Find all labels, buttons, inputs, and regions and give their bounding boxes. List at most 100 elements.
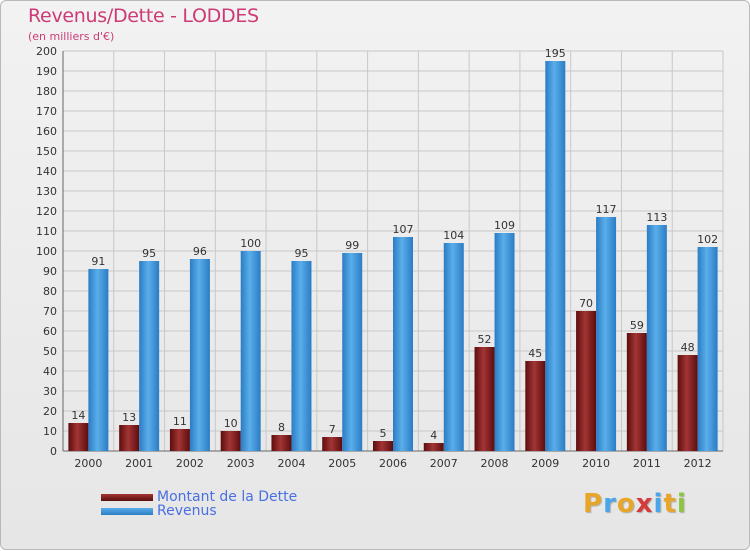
bar-revenus-2001 [139, 261, 160, 451]
bar-dette-2005 [322, 437, 343, 451]
logo-letter: i [676, 489, 687, 519]
legend-label-revenus: Revenus [157, 503, 217, 519]
y-tick-label: 170 [36, 105, 57, 118]
y-tick-label: 90 [43, 265, 57, 278]
legend-swatch-revenus [101, 507, 153, 515]
bar-dette-2004 [271, 435, 292, 451]
data-label-dette-2012: 48 [681, 341, 695, 354]
y-tick-label: 0 [50, 445, 57, 458]
bars-layer [68, 61, 718, 451]
data-label-dette-2008: 52 [478, 333, 492, 346]
x-tick-label-2001: 2001 [125, 457, 153, 470]
y-tick-label: 150 [36, 145, 57, 158]
data-label-dette-2011: 59 [630, 319, 644, 332]
logo-letter: i [653, 489, 664, 519]
bar-dette-2000 [68, 423, 89, 451]
y-tick-label: 20 [43, 405, 57, 418]
data-label-revenus-2006: 107 [393, 223, 414, 236]
logo-letter: t [663, 489, 677, 519]
bar-dette-2012 [677, 355, 698, 451]
bar-revenus-2012 [697, 247, 718, 451]
x-tick-label-2003: 2003 [227, 457, 255, 470]
bar-revenus-2004 [291, 261, 312, 451]
bar-dette-2001 [119, 425, 140, 451]
y-tick-label: 180 [36, 85, 57, 98]
data-label-dette-2001: 13 [122, 411, 136, 424]
bar-revenus-2009 [545, 61, 566, 451]
y-tick-label: 120 [36, 205, 57, 218]
bar-revenus-2011 [646, 225, 667, 451]
y-tick-label: 160 [36, 125, 57, 138]
y-tick-label: 30 [43, 385, 57, 398]
bar-revenus-2002 [189, 259, 210, 451]
y-tick-label: 140 [36, 165, 57, 178]
x-tick-label-2011: 2011 [633, 457, 661, 470]
logo-letter: o [616, 489, 636, 519]
proxiti-logo: Proxiti [583, 489, 687, 519]
data-label-revenus-2007: 104 [443, 229, 464, 242]
labels-layer: 0 10 20 30 40 50 60 70 80 90 100 110 120 130 140 150 160… [36, 45, 718, 470]
bar-dette-2003 [220, 431, 241, 451]
data-label-revenus-2002: 96 [193, 245, 207, 258]
bar-dette-2011 [626, 333, 647, 451]
data-label-revenus-2011: 113 [646, 211, 667, 224]
legend-item-dette: Montant de la Dette [101, 489, 297, 505]
x-tick-label-2006: 2006 [379, 457, 407, 470]
x-tick-label-2008: 2008 [481, 457, 509, 470]
data-label-revenus-2003: 100 [240, 237, 261, 250]
legend-label-dette: Montant de la Dette [157, 489, 298, 505]
legend-swatch-dette [101, 493, 153, 501]
x-tick-label-2007: 2007 [430, 457, 458, 470]
x-tick-label-2012: 2012 [684, 457, 712, 470]
bar-revenus-2006 [393, 237, 413, 451]
x-tick-label-2005: 2005 [328, 457, 356, 470]
x-tick-label-2009: 2009 [531, 457, 559, 470]
data-label-dette-2007: 4 [430, 429, 437, 442]
bar-revenus-2000 [88, 269, 109, 451]
bar-revenus-2003 [240, 251, 261, 451]
data-label-dette-2004: 8 [278, 421, 285, 434]
data-label-revenus-2012: 102 [697, 233, 718, 246]
y-tick-label: 110 [36, 225, 57, 238]
logo-letter: r [603, 489, 617, 519]
y-tick-label: 70 [43, 305, 57, 318]
y-tick-label: 60 [43, 325, 57, 338]
chart-subtitle: (en milliers d'€) [28, 30, 115, 43]
bar-revenus-2010 [596, 217, 617, 451]
bar-revenus-2005 [342, 253, 363, 451]
data-label-dette-2010: 70 [579, 297, 593, 310]
y-tick-label: 40 [43, 365, 57, 378]
bar-revenus-2007 [443, 243, 464, 451]
logo-letter: P [583, 489, 604, 519]
data-label-dette-2002: 11 [173, 415, 187, 428]
x-tick-label-2004: 2004 [277, 457, 305, 470]
logo-letter: x [635, 489, 654, 519]
data-label-dette-2003: 10 [224, 417, 238, 430]
y-tick-label: 200 [36, 45, 57, 58]
y-tick-label: 190 [36, 65, 57, 78]
y-tick-label: 80 [43, 285, 57, 298]
bar-dette-2006 [373, 441, 393, 451]
bar-dette-2007 [423, 443, 444, 451]
data-label-revenus-2000: 91 [91, 255, 105, 268]
y-tick-label: 100 [36, 245, 57, 258]
data-label-revenus-2004: 95 [294, 247, 308, 260]
y-tick-label: 50 [43, 345, 57, 358]
data-label-revenus-2001: 95 [142, 247, 156, 260]
bar-dette-2008 [474, 347, 495, 451]
data-label-dette-2006: 5 [380, 427, 387, 440]
x-tick-label-2002: 2002 [176, 457, 204, 470]
y-tick-label: 130 [36, 185, 57, 198]
data-label-dette-2000: 14 [71, 409, 85, 422]
data-label-dette-2005: 7 [329, 423, 336, 436]
x-tick-label-2000: 2000 [74, 457, 102, 470]
data-label-dette-2009: 45 [528, 347, 542, 360]
bar-dette-2010 [576, 311, 597, 451]
data-label-revenus-2009: 195 [545, 47, 566, 60]
bar-dette-2009 [525, 361, 546, 451]
data-label-revenus-2010: 117 [596, 203, 617, 216]
x-tick-label-2010: 2010 [582, 457, 610, 470]
legend-item-revenus: Revenus [101, 503, 217, 519]
